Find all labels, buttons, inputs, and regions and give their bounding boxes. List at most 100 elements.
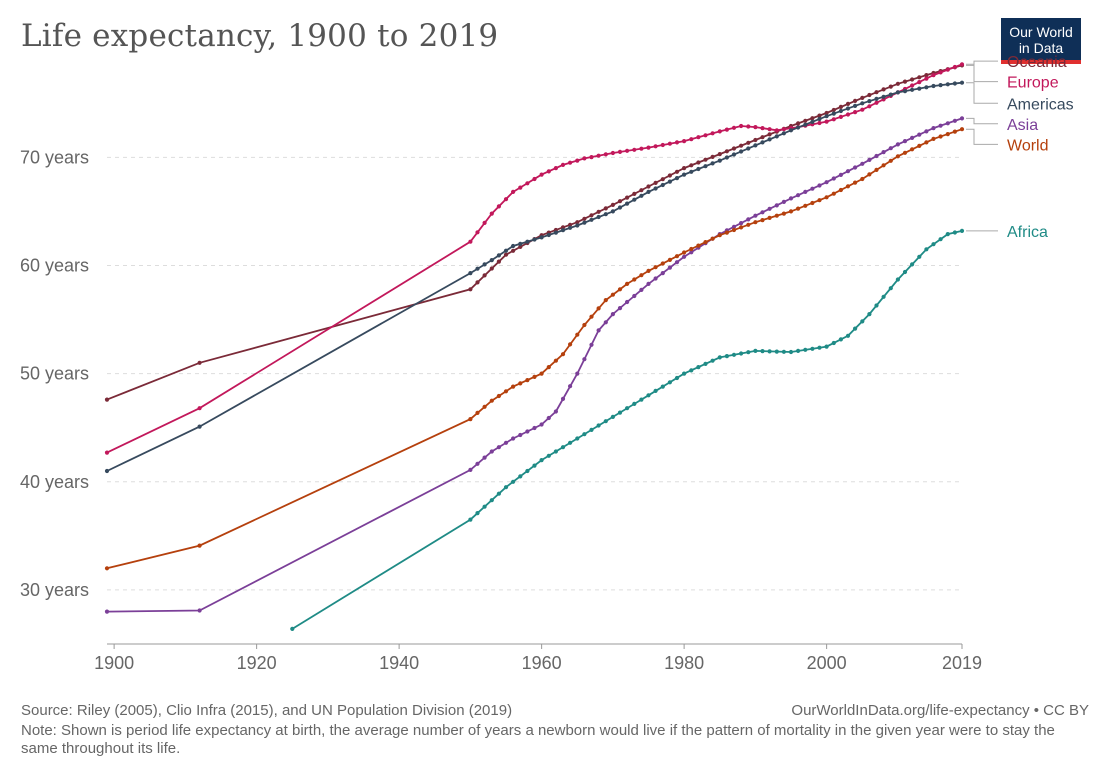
- point-world-1976: [653, 265, 658, 270]
- legend-label-oceania[interactable]: Oceania: [1007, 54, 1067, 71]
- legend-label-africa[interactable]: Africa: [1007, 224, 1048, 241]
- point-africa-1978: [667, 380, 673, 385]
- point-oceania-1955: [503, 252, 509, 257]
- point-africa-2005: [860, 319, 865, 324]
- point-asia-1958: [525, 429, 530, 434]
- point-africa-1981: [689, 368, 694, 373]
- point-europe-2003: [845, 112, 851, 117]
- point-americas-1954: [496, 253, 501, 258]
- point-europe-1972: [625, 148, 630, 153]
- point-world-1967: [589, 314, 594, 319]
- point-americas-2019: [959, 80, 965, 85]
- point-oceania-1988: [739, 143, 744, 148]
- point-americas-1956: [510, 243, 516, 249]
- legend-label-asia[interactable]: Asia: [1007, 117, 1038, 134]
- point-africa-1997: [803, 347, 808, 352]
- point-americas-2014: [924, 85, 929, 90]
- point-asia-1989: [746, 217, 751, 222]
- series-americas[interactable]: [104, 80, 965, 474]
- point-americas-2006: [867, 99, 872, 104]
- point-africa-1967: [589, 427, 594, 432]
- point-oceania-2006: [867, 92, 872, 98]
- point-africa-1983: [703, 361, 708, 366]
- series-europe[interactable]: [104, 62, 965, 455]
- point-oceania-1952: [482, 273, 487, 278]
- point-oceania-1950: [468, 287, 473, 292]
- point-europe-1950: [468, 239, 473, 244]
- point-africa-2001: [831, 340, 836, 346]
- point-asia-1990: [753, 213, 758, 218]
- point-world-1970: [610, 292, 616, 297]
- point-asia-1966: [582, 357, 587, 362]
- point-africa-1980: [682, 371, 687, 376]
- point-asia-1963: [560, 396, 566, 401]
- point-asia-1969: [603, 320, 608, 325]
- point-oceania-1978: [667, 173, 673, 178]
- x-tick-label-2: 1940: [379, 653, 419, 673]
- point-asia-1953: [489, 449, 494, 454]
- point-africa-2012: [910, 262, 915, 267]
- point-asia-1951: [475, 461, 480, 466]
- point-europe-1973: [632, 147, 637, 152]
- legend-label-europe[interactable]: Europe: [1007, 75, 1059, 92]
- point-europe-1959: [532, 176, 537, 182]
- series-line-africa: [291, 230, 963, 630]
- point-europe-1990: [753, 125, 758, 130]
- point-africa-1953: [489, 498, 494, 503]
- point-oceania-1985: [717, 152, 722, 157]
- point-asia-1988: [739, 221, 744, 226]
- legend-label-world[interactable]: World: [1007, 137, 1049, 154]
- series-africa[interactable]: [290, 228, 965, 632]
- point-asia-1998: [810, 186, 815, 191]
- point-africa-1969: [603, 419, 608, 424]
- point-oceania-1954: [496, 259, 501, 264]
- point-africa-1963: [560, 445, 566, 450]
- point-europe-2000: [824, 119, 829, 124]
- point-oceania-1983: [703, 157, 708, 162]
- source-link[interactable]: OurWorldInData.org/life-expectancy • CC …: [791, 702, 1089, 719]
- point-americas-2013: [917, 86, 922, 91]
- point-world-1983: [703, 240, 708, 245]
- point-americas-1968: [596, 214, 601, 220]
- point-oceania-1996: [796, 121, 801, 126]
- point-oceania-2004: [853, 98, 858, 103]
- point-oceania-1971: [617, 199, 623, 204]
- point-world-1954: [496, 393, 501, 399]
- point-asia-1999: [817, 183, 822, 188]
- y-tick-label-4: 70 years: [20, 147, 89, 167]
- point-africa-2009: [888, 286, 893, 291]
- point-world-1966: [582, 322, 587, 328]
- point-americas-2018: [952, 81, 958, 86]
- series-world[interactable]: [104, 127, 965, 571]
- point-asia-1952: [482, 455, 487, 460]
- point-europe-2007: [874, 100, 879, 105]
- point-world-2012: [910, 147, 915, 152]
- point-asia-2009: [888, 146, 893, 151]
- point-oceania-1980: [682, 166, 687, 171]
- point-world-2010: [895, 154, 901, 159]
- point-europe-1968: [596, 153, 601, 158]
- point-africa-1975: [646, 393, 651, 398]
- owid-logo[interactable]: Our World in Data: [1001, 18, 1081, 64]
- point-asia-2018: [952, 118, 958, 123]
- point-americas-1983: [703, 164, 708, 169]
- point-world-1969: [603, 298, 608, 303]
- point-americas-1997: [803, 122, 808, 127]
- point-americas-2001: [831, 111, 836, 116]
- point-africa-1951: [475, 510, 480, 516]
- point-africa-1989: [746, 350, 751, 355]
- point-americas-1980: [682, 172, 687, 177]
- series-asia[interactable]: [104, 116, 965, 614]
- point-oceania-1969: [603, 206, 608, 211]
- point-europe-1966: [582, 156, 587, 161]
- legend-label-americas[interactable]: Americas: [1007, 96, 1074, 113]
- point-americas-1998: [810, 119, 815, 124]
- point-africa-1972: [625, 406, 630, 411]
- point-americas-2000: [824, 114, 829, 119]
- point-world-1975: [646, 268, 651, 273]
- point-oceania-1973: [632, 191, 637, 196]
- point-europe-1956: [510, 189, 516, 194]
- point-europe-1986: [724, 127, 730, 132]
- point-africa-1964: [568, 440, 573, 445]
- point-europe-2001: [831, 117, 836, 122]
